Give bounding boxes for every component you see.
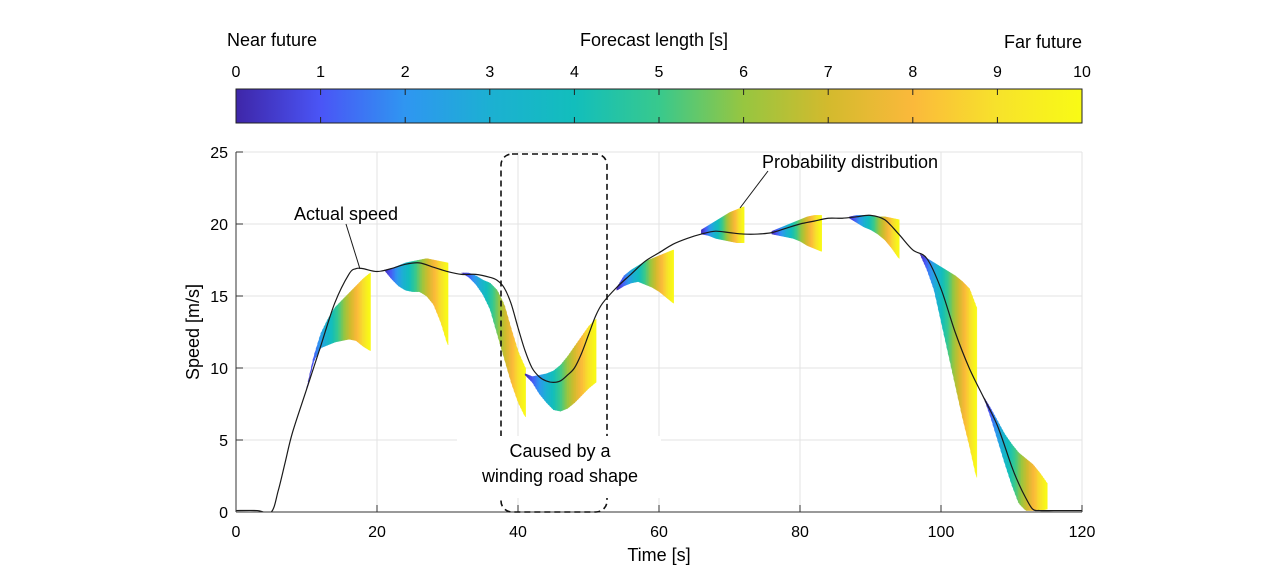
colorbar-tick-labels: 0 1 2 3 4 5 6 7 8 9 10 xyxy=(232,64,1091,81)
x-tick-label: 0 xyxy=(232,524,241,541)
forecast-segment xyxy=(671,249,674,304)
forecast-segment xyxy=(819,215,822,252)
forecast-distribution xyxy=(701,206,745,243)
forecast-segment xyxy=(897,219,900,260)
x-tick-label: 40 xyxy=(509,524,527,541)
actual-speed-leader-line xyxy=(345,223,361,270)
forecast-distribution xyxy=(524,318,597,412)
colorbar-title: Forecast length [s] xyxy=(580,30,728,50)
forecast-segment xyxy=(523,363,526,418)
winding-road-highlight-box xyxy=(500,153,608,513)
y-tick-label: 20 xyxy=(210,217,228,234)
forecast-segment xyxy=(445,262,449,346)
colorbar-tick-label: 2 xyxy=(401,64,410,81)
annotations: Actual speed Probability distribution Ca… xyxy=(294,152,938,513)
colorbar-right-label: Far future xyxy=(1004,32,1082,52)
colorbar-tick-label: 8 xyxy=(908,64,917,81)
forecast-distribution xyxy=(306,272,371,389)
colorbar-tick-label: 10 xyxy=(1073,64,1091,81)
y-axis-ticks: 0 5 10 15 20 25 xyxy=(210,145,243,522)
y-tick-label: 25 xyxy=(210,145,228,162)
y-tick-label: 10 xyxy=(210,361,228,378)
colorbar-tick-label: 1 xyxy=(316,64,325,81)
probability-annotation: Probability distribution xyxy=(762,152,938,172)
forecast-distribution xyxy=(383,258,449,346)
x-tick-label: 80 xyxy=(791,524,809,541)
forecast-distribution xyxy=(849,215,900,260)
x-tick-label: 100 xyxy=(928,524,955,541)
colorbar: Near future Forecast length [s] Far futu… xyxy=(227,30,1091,124)
forecast-segment xyxy=(974,303,978,478)
probability-leader-line xyxy=(739,170,769,209)
colorbar-tick-label: 6 xyxy=(739,64,748,81)
y-tick-label: 0 xyxy=(219,505,228,522)
actual-speed-annotation: Actual speed xyxy=(294,204,398,224)
colorbar-left-label: Near future xyxy=(227,30,317,50)
forecast-distribution xyxy=(983,396,1048,511)
winding-road-annotation-line-2: winding road shape xyxy=(481,466,638,486)
colorbar-tick-label: 9 xyxy=(993,64,1002,81)
forecast-segment xyxy=(368,272,371,352)
colorbar-tick-label: 0 xyxy=(232,64,241,81)
colorbar-tick-label: 7 xyxy=(824,64,833,81)
forecast-segment xyxy=(307,373,311,383)
probability-distributions xyxy=(306,206,1048,511)
y-tick-label: 15 xyxy=(210,289,228,306)
y-axis-label: Speed [m/s] xyxy=(183,284,203,380)
x-tick-label: 20 xyxy=(368,524,386,541)
colorbar-tick-marks xyxy=(235,89,1083,123)
colorbar-tick-label: 3 xyxy=(485,64,494,81)
x-axis-label: Time [s] xyxy=(627,545,690,565)
y-tick-label: 5 xyxy=(219,433,228,450)
winding-road-annotation-line-1: Caused by a xyxy=(509,441,611,461)
x-tick-label: 120 xyxy=(1069,524,1096,541)
actual-speed-line xyxy=(236,214,1082,512)
colorbar-tick-label: 4 xyxy=(570,64,579,81)
forecast-segment xyxy=(1044,480,1048,510)
x-axis-ticks: 0 20 40 60 80 100 120 xyxy=(232,505,1096,541)
x-tick-label: 60 xyxy=(650,524,668,541)
winding-road-label-background xyxy=(457,436,661,498)
forecast-segment xyxy=(742,206,745,243)
forecast-segment xyxy=(593,318,597,385)
colorbar-tick-label: 5 xyxy=(655,64,664,81)
